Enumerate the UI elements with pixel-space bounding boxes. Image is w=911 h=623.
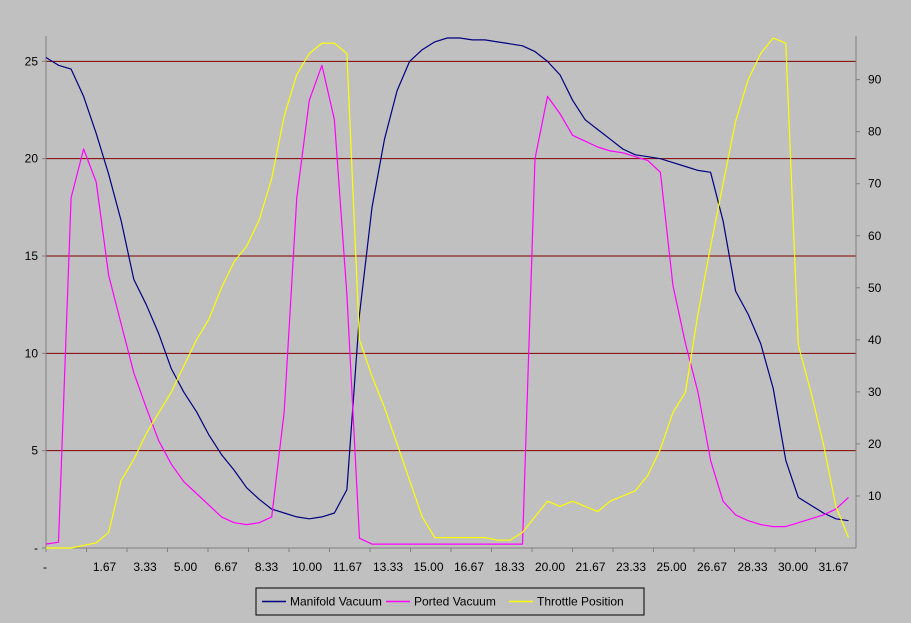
series-lines [45, 37, 850, 549]
x-tick-label: 5.00 [174, 560, 198, 574]
x-tick-label: 6.67 [214, 560, 238, 574]
x-tick-label: 11.67 [333, 560, 362, 574]
legend-entry: Throttle Position [537, 595, 624, 609]
legend-box [255, 587, 645, 616]
series-line-throttle-position [46, 37, 850, 549]
x-tick-label: 18.33 [494, 560, 524, 574]
x-tick-label: - [43, 560, 47, 574]
x-tick-label: 23.33 [616, 560, 646, 574]
right-tick-label: 10 [868, 489, 882, 503]
right-tick-label: 80 [868, 125, 882, 139]
left-axis-ticks: - 5 10 15 20 25 [25, 54, 46, 555]
left-tick-label: - [34, 541, 38, 555]
left-tick-label: 5 [31, 444, 38, 458]
x-tick-label: 10.00 [292, 560, 322, 574]
x-tick-label: 21.67 [575, 560, 605, 574]
left-tick-label: 20 [25, 152, 39, 166]
x-tick-label: 28.33 [737, 560, 767, 574]
gridlines [46, 60, 856, 452]
right-tick-label: 50 [868, 281, 882, 295]
legend: Manifold Vacuum Ported Vacuum Throttle Pos… [255, 587, 645, 616]
x-tick-label: 15.00 [413, 560, 443, 574]
x-tick-label: 31.67 [818, 560, 848, 574]
right-tick-label: 90 [868, 73, 882, 87]
x-tick-label: 3.33 [133, 560, 157, 574]
right-tick-label: 30 [868, 385, 882, 399]
x-tick-label: 30.00 [778, 560, 808, 574]
right-tick-label: 40 [868, 333, 882, 347]
series-line-manifold-vacuum [45, 37, 849, 522]
x-tick-label: 13.33 [373, 560, 403, 574]
x-tick-label: 16.67 [454, 560, 484, 574]
left-tick-label: 15 [25, 249, 39, 263]
x-tick-label: 1.67 [93, 560, 117, 574]
right-axis-ticks: 10 20 30 40 50 60 70 80 90 [856, 73, 882, 503]
right-tick-label: 70 [868, 177, 882, 191]
left-tick-label: 25 [25, 54, 39, 68]
right-tick-label: 20 [868, 437, 882, 451]
series-line-ported-vacuum [45, 64, 849, 545]
legend-entry: Manifold Vacuum [290, 595, 382, 609]
x-tick-label: 25.00 [656, 560, 686, 574]
right-tick-label: 60 [868, 229, 882, 243]
legend-entry: Ported Vacuum [414, 595, 496, 609]
left-tick-label: 10 [25, 346, 39, 360]
x-tick-label: 26.67 [697, 560, 727, 574]
x-tick-label: 20.00 [535, 560, 565, 574]
x-tick-label: 8.33 [255, 560, 279, 574]
x-axis-ticks: - 1.67 3.33 5.00 6.67 8.33 10.00 11.67 13.33 15.0… [43, 548, 849, 574]
